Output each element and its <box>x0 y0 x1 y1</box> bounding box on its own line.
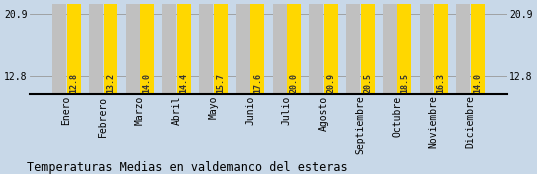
Text: 20.5: 20.5 <box>363 73 372 93</box>
Bar <box>324 0 338 94</box>
Text: 14.0: 14.0 <box>474 73 482 93</box>
Text: 15.7: 15.7 <box>216 73 225 93</box>
Text: Temperaturas Medias en valdemanco del esteras: Temperaturas Medias en valdemanco del es… <box>27 161 347 174</box>
Bar <box>177 0 191 94</box>
Bar <box>309 0 323 94</box>
Bar <box>67 0 81 94</box>
Bar <box>383 0 397 94</box>
Bar <box>214 0 228 94</box>
Text: 16.3: 16.3 <box>437 73 446 93</box>
Text: 13.2: 13.2 <box>106 73 115 93</box>
Text: 20.9: 20.9 <box>326 73 336 93</box>
Bar <box>471 0 485 94</box>
Bar <box>104 0 118 94</box>
Bar <box>434 0 448 94</box>
Bar <box>287 0 301 94</box>
Text: 14.0: 14.0 <box>143 73 152 93</box>
Bar <box>89 0 103 94</box>
Bar <box>419 0 433 94</box>
Bar <box>140 0 154 94</box>
Bar <box>162 0 176 94</box>
Bar <box>52 0 66 94</box>
Text: 14.4: 14.4 <box>179 73 188 93</box>
Bar <box>273 0 287 94</box>
Text: 17.6: 17.6 <box>253 73 262 93</box>
Bar <box>126 0 140 94</box>
Bar <box>236 0 250 94</box>
Bar <box>361 0 375 94</box>
Bar <box>397 0 411 94</box>
Bar <box>346 0 360 94</box>
Text: 20.0: 20.0 <box>290 73 299 93</box>
Bar <box>250 0 264 94</box>
Bar <box>456 0 470 94</box>
Text: 12.8: 12.8 <box>69 73 78 93</box>
Text: 18.5: 18.5 <box>400 73 409 93</box>
Bar <box>199 0 213 94</box>
